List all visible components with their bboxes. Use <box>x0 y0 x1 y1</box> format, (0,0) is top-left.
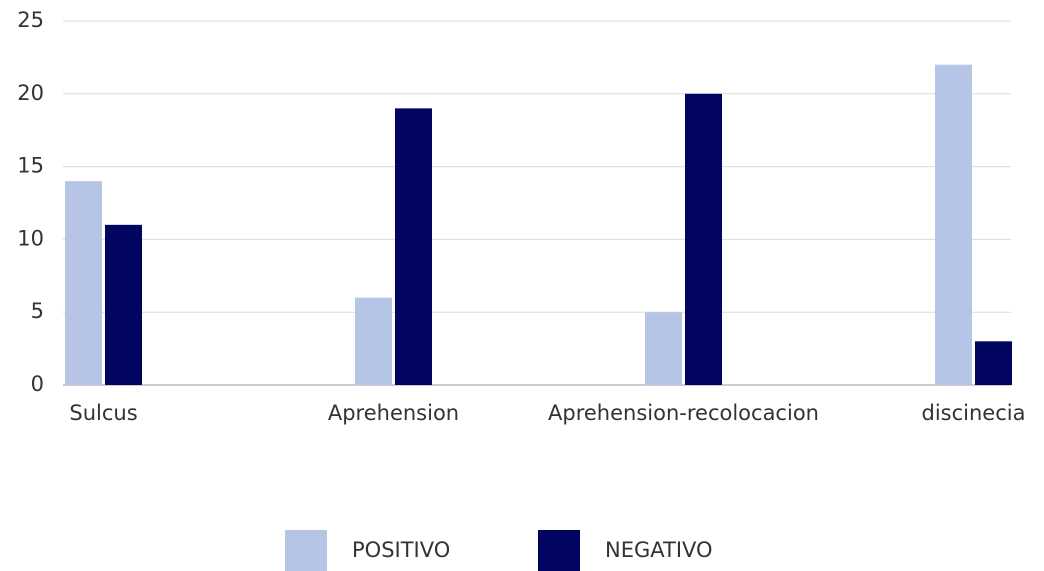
bar <box>645 312 682 385</box>
bar <box>65 181 102 385</box>
bar <box>355 297 392 385</box>
x-tick-label: discinecia <box>922 401 1026 425</box>
x-tick-label: Sulcus <box>69 401 137 425</box>
legend-swatch <box>285 530 327 571</box>
bar <box>395 108 432 386</box>
y-tick-label: 25 <box>17 8 44 32</box>
y-tick-label: 20 <box>17 81 44 105</box>
y-tick-label: 0 <box>31 372 44 396</box>
x-tick-label: Aprehension <box>328 401 459 425</box>
legend-label: NEGATIVO <box>605 538 713 562</box>
bar <box>105 224 142 385</box>
legend-label: POSITIVO <box>352 538 450 562</box>
legend-swatch <box>538 530 580 571</box>
y-tick-label: 5 <box>31 299 44 323</box>
y-tick-label: 15 <box>17 154 44 178</box>
bar <box>935 64 972 386</box>
x-tick-label: Aprehension-recolocacion <box>548 401 819 425</box>
y-tick-label: 10 <box>17 226 44 250</box>
bar <box>685 93 722 386</box>
bar <box>975 341 1012 385</box>
